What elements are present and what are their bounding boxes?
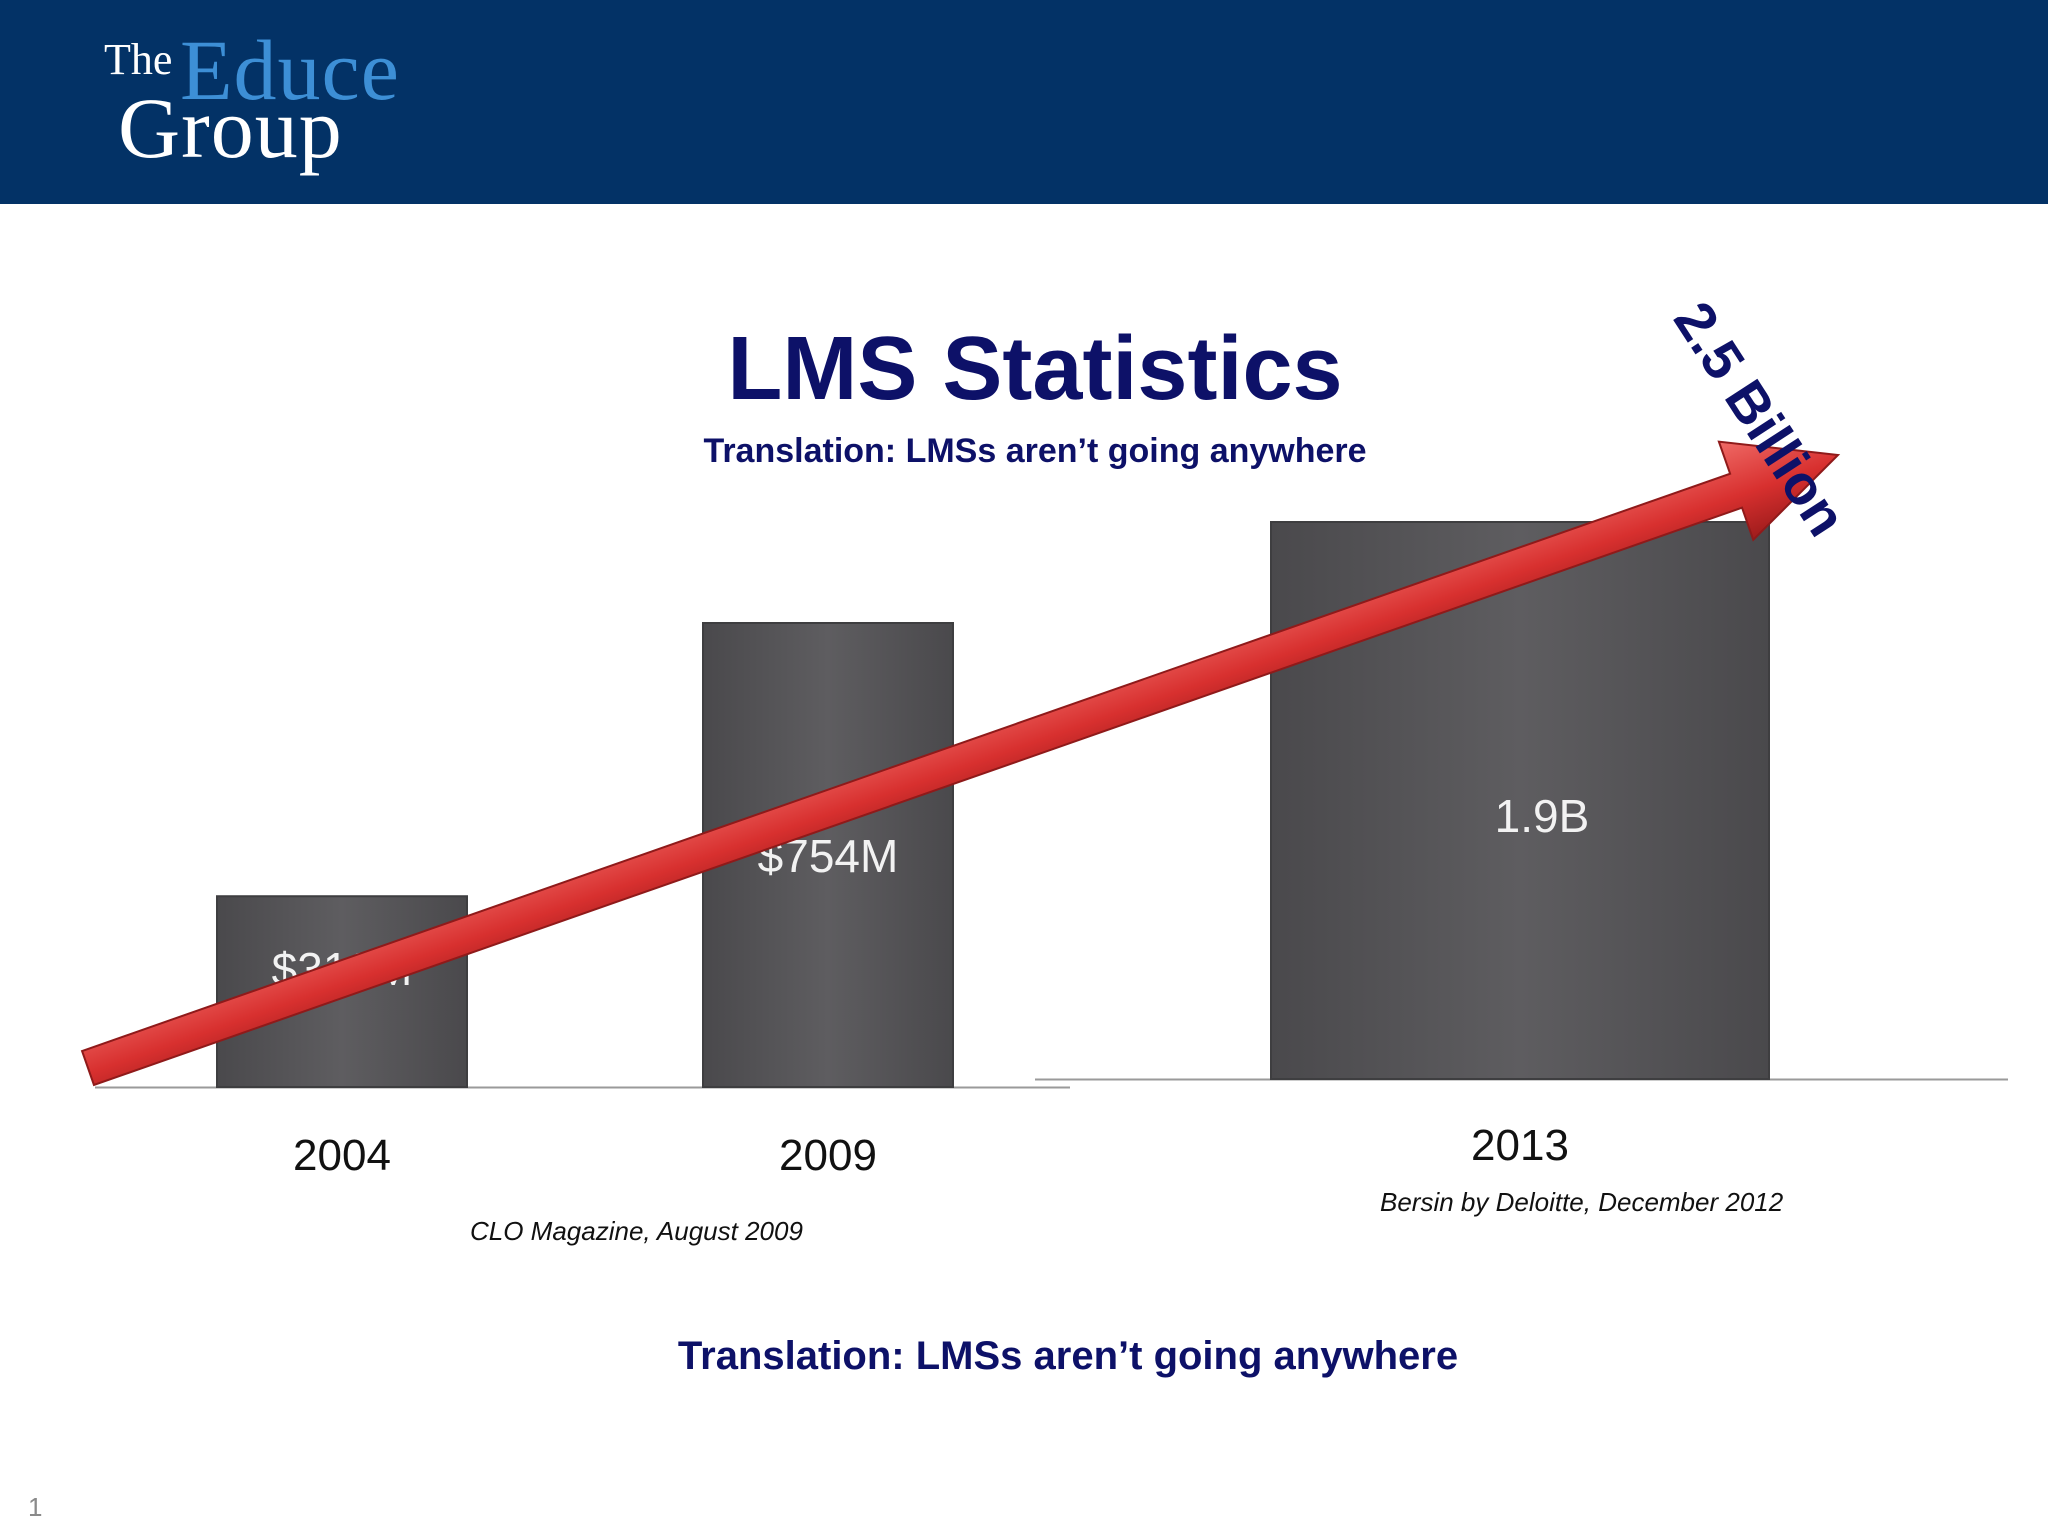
educe-group-logo: The Educe Group bbox=[100, 22, 440, 178]
x-tick-label-2009: 2009 bbox=[779, 1131, 877, 1180]
source-clo-magazine: CLO Magazine, August 2009 bbox=[470, 1216, 803, 1246]
logo-educe: Educe bbox=[180, 22, 400, 118]
bottom-translation-note: Translation: LMSs aren’t going anywhere bbox=[677, 1334, 1459, 1378]
x-tick-label-2004: 2004 bbox=[293, 1131, 391, 1180]
slide-subtitle: Translation: LMSs aren’t going anywhere bbox=[703, 432, 1367, 470]
slide-title: LMS Statistics bbox=[727, 319, 1343, 419]
trend-arrow bbox=[80, 440, 1841, 1087]
slide-number: 1 bbox=[28, 1492, 43, 1522]
logo-group: Group bbox=[118, 80, 343, 176]
trend-arrow-body bbox=[80, 440, 1841, 1087]
source-bersin-deloitte: Bersin by Deloitte, December 2012 bbox=[1380, 1187, 1784, 1217]
data-label-2013: 1.9B bbox=[1495, 790, 1590, 842]
x-tick-label-2013: 2013 bbox=[1471, 1121, 1569, 1170]
logo-the: The bbox=[104, 35, 173, 84]
header-banner: The Educe Group bbox=[0, 0, 2048, 204]
